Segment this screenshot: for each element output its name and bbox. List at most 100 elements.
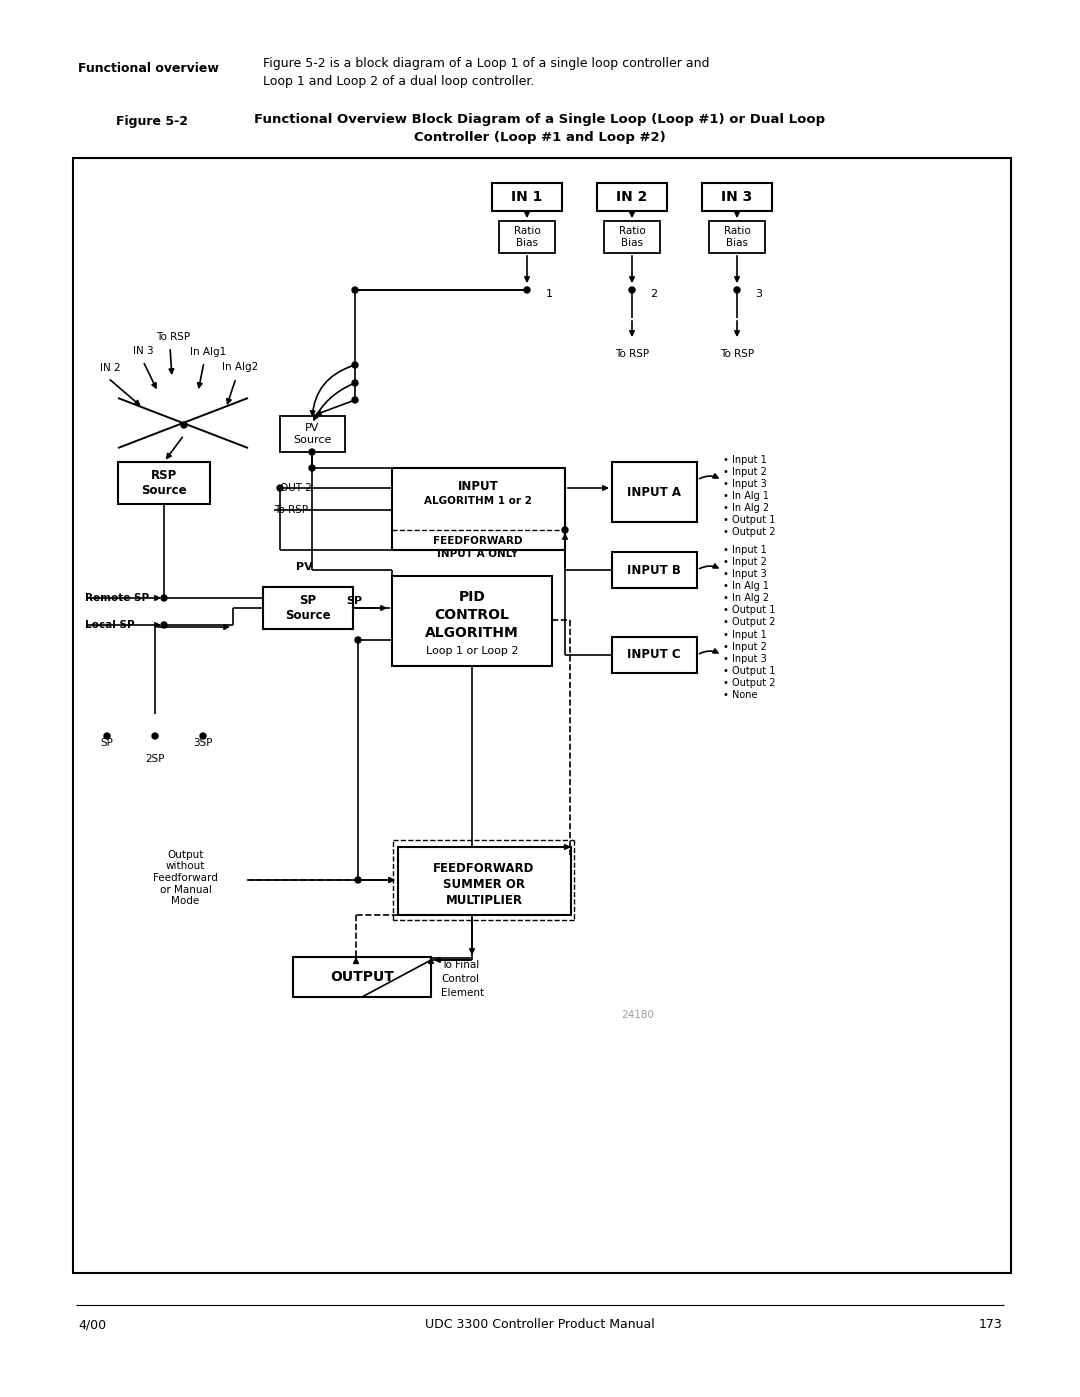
Text: Control: Control [441,974,480,983]
Text: UDC 3300 Controller Product Manual: UDC 3300 Controller Product Manual [426,1319,654,1331]
Text: To RSP: To RSP [156,332,190,342]
Bar [708,221,765,253]
Text: • Input 3: • Input 3 [723,479,767,489]
Circle shape [629,286,635,293]
Text: SP: SP [100,738,113,747]
Circle shape [352,397,357,402]
Circle shape [161,622,167,629]
Text: • Input 3: • Input 3 [723,654,767,664]
Text: MULTIPLIER: MULTIPLIER [446,894,523,907]
Text: OUT 2: OUT 2 [280,483,312,493]
Text: Figure 5-2 is a block diagram of a Loop 1 of a single loop controller and: Figure 5-2 is a block diagram of a Loop … [264,56,710,70]
Bar [392,468,565,550]
Text: • Input 2: • Input 2 [723,557,767,567]
Text: • Input 1: • Input 1 [723,455,767,465]
Text: 24180: 24180 [621,1010,654,1020]
Text: ALGORITHM: ALGORITHM [426,626,518,640]
Text: 2: 2 [650,289,658,299]
Text: • Output 1: • Output 1 [723,666,775,676]
Bar [492,183,562,211]
Text: OUTPUT: OUTPUT [330,970,394,983]
Bar [264,587,353,629]
Text: Ratio
Bias: Ratio Bias [619,226,646,247]
Text: 173: 173 [978,1319,1002,1331]
Bar [392,576,552,666]
Text: IN 2: IN 2 [100,363,121,373]
Circle shape [181,422,187,427]
Text: • Output 2: • Output 2 [723,527,775,536]
Text: To Final: To Final [441,960,480,970]
Text: INPUT: INPUT [458,481,498,493]
Text: • None: • None [723,690,757,700]
Text: • Output 2: • Output 2 [723,678,775,687]
Text: Ratio
Bias: Ratio Bias [514,226,540,247]
Text: • Output 1: • Output 1 [723,605,775,615]
Text: INPUT A: INPUT A [627,486,681,499]
Text: ALGORITHM 1 or 2: ALGORITHM 1 or 2 [424,496,532,506]
Circle shape [104,733,110,739]
Text: • In Alg 2: • In Alg 2 [723,503,769,513]
Circle shape [161,595,167,601]
Bar [604,221,660,253]
Text: Loop 1 or Loop 2: Loop 1 or Loop 2 [426,645,518,657]
Text: In Alg2: In Alg2 [222,362,258,372]
Text: FEEDFORWARD: FEEDFORWARD [433,536,523,546]
Circle shape [524,286,530,293]
Text: • Output 2: • Output 2 [723,617,775,627]
Circle shape [355,637,361,643]
Bar [612,552,697,588]
Circle shape [276,485,283,490]
Circle shape [355,877,361,883]
Text: • Input 1: • Input 1 [723,545,767,555]
Text: Element: Element [441,988,484,997]
Text: • In Alg 1: • In Alg 1 [723,581,769,591]
Text: INPUT B: INPUT B [627,563,680,577]
Text: INPUT C: INPUT C [627,648,680,662]
Text: RSP
Source: RSP Source [141,469,187,497]
Circle shape [562,527,568,534]
Text: • Input 2: • Input 2 [723,467,767,476]
Text: 3SP: 3SP [193,738,213,747]
Text: Functional Overview Block Diagram of a Single Loop (Loop #1) or Dual Loop: Functional Overview Block Diagram of a S… [255,113,825,126]
Bar [612,637,697,673]
Circle shape [152,733,158,739]
Text: PV
Source: PV Source [293,423,332,444]
Text: To RSP: To RSP [615,349,649,359]
Text: • Input 3: • Input 3 [723,569,767,578]
Text: 1: 1 [545,289,553,299]
Text: Remote SP: Remote SP [85,592,149,604]
Text: PID: PID [459,590,485,604]
Text: Loop 1 and Loop 2 of a dual loop controller.: Loop 1 and Loop 2 of a dual loop control… [264,74,535,88]
Circle shape [352,286,357,293]
Text: IN 1: IN 1 [511,190,542,204]
Text: PV: PV [296,562,313,571]
Text: In Alg1: In Alg1 [190,346,226,358]
Text: Local SP: Local SP [85,620,135,630]
Circle shape [200,733,206,739]
Text: • In Alg 2: • In Alg 2 [723,592,769,604]
Text: • Input 1: • Input 1 [723,630,767,640]
Circle shape [352,362,357,367]
Text: CONTROL: CONTROL [434,608,510,622]
Text: • In Alg 1: • In Alg 1 [723,490,769,502]
Bar [280,416,345,453]
Text: IN 3: IN 3 [721,190,753,204]
Text: Ratio
Bias: Ratio Bias [724,226,751,247]
Text: 4/00: 4/00 [78,1319,106,1331]
Text: INPUT A ONLY: INPUT A ONLY [437,549,518,559]
Bar [499,221,555,253]
Bar [293,957,431,997]
Circle shape [352,380,357,386]
Circle shape [309,465,315,471]
Text: 3: 3 [756,289,762,299]
Circle shape [734,286,740,293]
Text: Output
without
Feedforward
or Manual
Mode: Output without Feedforward or Manual Mod… [153,849,218,907]
Text: To RSP: To RSP [274,504,308,515]
Bar [612,462,697,522]
Bar [399,847,571,915]
Text: • Input 2: • Input 2 [723,643,767,652]
Text: Figure 5-2: Figure 5-2 [116,116,188,129]
Bar [73,158,1011,1273]
Text: Functional overview: Functional overview [78,61,219,74]
Text: • Output 1: • Output 1 [723,515,775,525]
